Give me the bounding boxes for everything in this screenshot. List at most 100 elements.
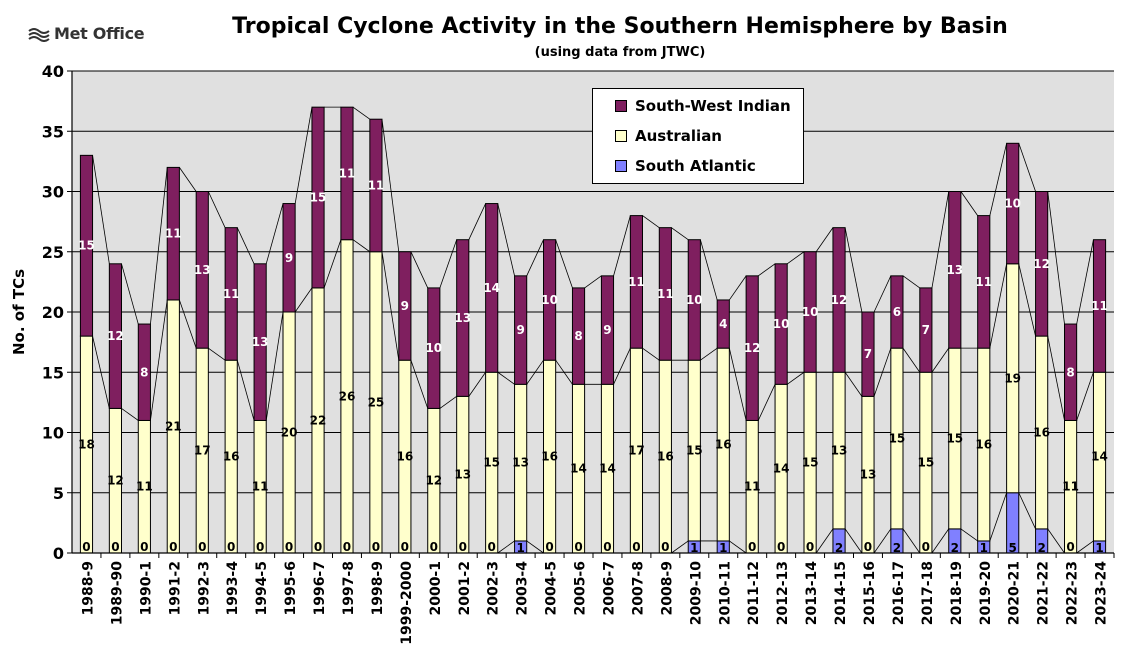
data-label-south-atlantic: 2 (893, 541, 901, 555)
data-label-south-west-indian: 15 (310, 191, 327, 205)
data-label-south-atlantic: 0 (227, 540, 235, 554)
met-office-logo-text: Met Office (54, 24, 145, 43)
data-label-south-atlantic: 0 (459, 540, 467, 554)
data-label-south-atlantic: 0 (82, 540, 90, 554)
connector-australian (468, 372, 486, 397)
x-tick-label: 2009-10 (688, 561, 704, 626)
connector-south-west-indian (555, 239, 573, 289)
data-label-australian: 15 (483, 456, 500, 470)
data-label-south-atlantic: 0 (285, 540, 293, 554)
data-label-australian: 14 (599, 462, 616, 476)
x-tick-label: 2021-22 (1036, 561, 1052, 625)
connector-australian (931, 347, 950, 373)
data-label-australian: 15 (918, 456, 935, 470)
bar-segment-south-west-indian (224, 227, 238, 361)
data-label-south-atlantic: 1 (1095, 541, 1103, 555)
bar-segment-south-west-indian (79, 154, 94, 337)
connector-australian (526, 359, 544, 385)
data-label-australian: 26 (339, 389, 356, 403)
x-tick-label: 1996-7 (312, 561, 328, 616)
connector-south-west-indian (1047, 191, 1065, 325)
data-label-south-atlantic: 5 (1009, 541, 1017, 555)
data-label-australian: 17 (628, 444, 645, 458)
data-label-australian: 11 (252, 480, 269, 494)
x-tick-label: 2007-8 (630, 561, 646, 616)
connector-south-atlantic (526, 540, 544, 554)
x-tick-label: 2018-19 (949, 561, 965, 625)
legend: South-West Indian Australian South Atlan… (592, 88, 804, 184)
data-label-south-atlantic: 1 (690, 541, 698, 555)
chart-subtitle: (using data from JTWC) (534, 45, 706, 60)
connector-south-west-indian (699, 239, 718, 301)
data-label-south-atlantic: 0 (314, 540, 322, 554)
y-tick-label: 30 (42, 183, 64, 202)
data-label-south-atlantic: 0 (748, 540, 756, 554)
legend-label-south-atlantic: South Atlantic (635, 157, 756, 175)
data-label-australian: 11 (744, 480, 761, 494)
connector-australian (902, 347, 921, 373)
connector-australian (352, 239, 371, 253)
connector-australian (236, 360, 255, 421)
bar-segment-south-west-indian (514, 275, 528, 385)
connector-australian (294, 287, 313, 313)
bar-segment-south-west-indian (832, 227, 846, 373)
connector-australian (873, 348, 892, 397)
bar-segment-south-west-indian (253, 263, 267, 421)
bar-segment-south-west-indian (282, 203, 296, 313)
data-label-australian: 15 (686, 444, 703, 458)
data-label-south-west-indian: 13 (946, 263, 963, 277)
data-label-south-west-indian: 9 (285, 251, 293, 265)
x-tick-label: 2016-17 (891, 561, 907, 625)
y-tick-label: 10 (42, 424, 64, 443)
x-tick-label: 2020-21 (1007, 561, 1023, 625)
bar-segment-south-west-indian (745, 275, 759, 421)
data-label-south-west-indian: 10 (686, 293, 703, 307)
bar-segment-south-west-indian (166, 166, 180, 301)
bar-segment-south-west-indian (485, 203, 499, 373)
data-label-australian: 18 (78, 438, 95, 452)
connector-australian (1047, 336, 1065, 421)
x-tick-label: 2014-15 (833, 561, 849, 625)
bar-segment-south-west-indian (774, 263, 788, 385)
connector-south-west-indian (815, 227, 834, 252)
data-label-south-atlantic: 0 (806, 540, 814, 554)
x-tick-label: 1991-2 (167, 561, 183, 616)
x-tick-label: 1997-8 (341, 561, 357, 616)
connector-south-west-indian (931, 191, 950, 288)
connector-south-west-indian (1018, 143, 1036, 192)
data-label-australian: 16 (657, 450, 674, 464)
connector-australian (728, 348, 747, 421)
connector-south-atlantic (1047, 528, 1065, 554)
x-tick-label: 1994-5 (254, 561, 270, 616)
connector-australian (642, 347, 660, 361)
connector-australian (439, 396, 457, 409)
data-label-australian: 16 (1033, 426, 1050, 440)
x-tick-label: 1989-90 (109, 561, 125, 626)
data-label-south-atlantic: 0 (1066, 540, 1074, 554)
data-label-south-west-indian: 9 (603, 323, 611, 337)
data-label-south-west-indian: 15 (78, 239, 95, 253)
data-label-south-atlantic: 2 (835, 541, 843, 555)
data-label-south-atlantic: 1 (980, 541, 988, 555)
bar-segment-south-west-indian (195, 191, 209, 349)
connector-south-atlantic (902, 528, 921, 554)
met-office-logo: Met Office (28, 24, 145, 43)
connector-south-west-indian (352, 106, 371, 120)
connector-south-west-indian (497, 203, 515, 276)
data-label-south-atlantic: 0 (545, 540, 553, 554)
data-label-australian: 25 (368, 395, 385, 409)
data-label-south-west-indian: 9 (401, 299, 409, 313)
legend-label-south-west-indian: South-West Indian (635, 97, 791, 115)
data-label-south-west-indian: 12 (831, 293, 848, 307)
connector-australian (121, 408, 139, 421)
data-label-south-west-indian: 10 (773, 317, 790, 331)
data-label-australian: 14 (1091, 450, 1108, 464)
data-label-australian: 16 (397, 450, 414, 464)
x-tick-label: 1990-1 (138, 561, 154, 616)
data-label-south-west-indian: 6 (893, 305, 901, 319)
x-tick-label: 2008-9 (659, 561, 675, 616)
connector-south-atlantic (931, 528, 950, 554)
connector-south-atlantic (815, 528, 834, 554)
data-label-south-atlantic: 0 (198, 540, 206, 554)
data-label-south-atlantic: 0 (922, 540, 930, 554)
